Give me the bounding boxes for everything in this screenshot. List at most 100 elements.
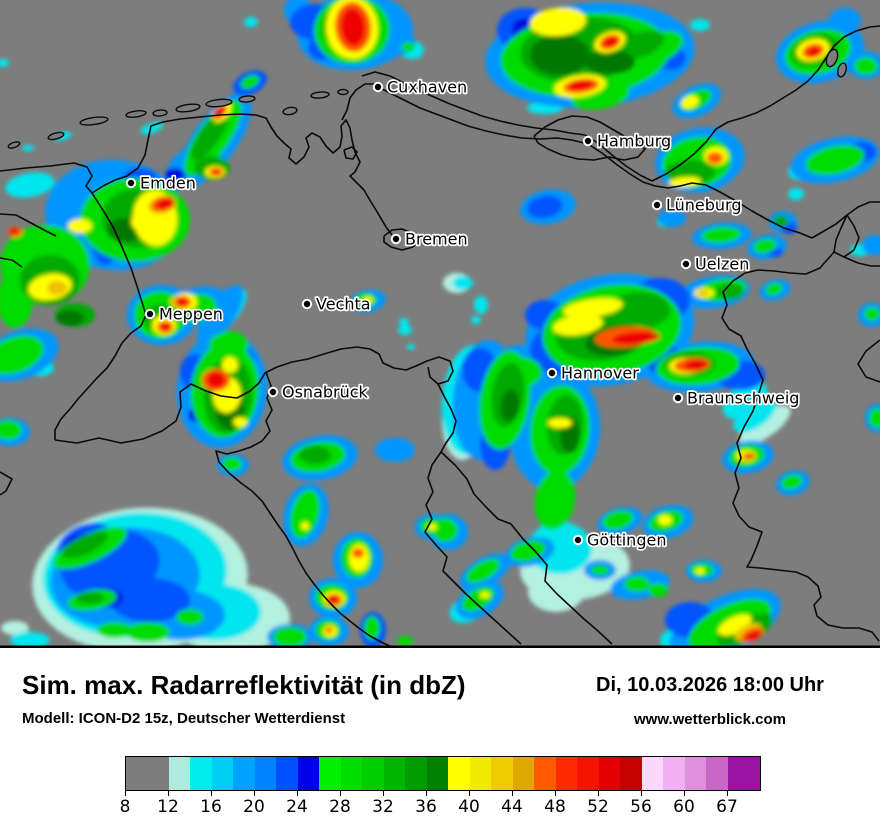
radar-cell: [273, 627, 307, 647]
island-shape: [310, 91, 330, 99]
radar-cell: [156, 198, 174, 210]
city-label: Bremen: [405, 230, 468, 249]
radar-cell: [161, 323, 171, 331]
radar-cell: [745, 453, 755, 459]
radar-cell: [669, 176, 701, 188]
legend-segment: [620, 757, 642, 790]
island-shape: [825, 48, 839, 68]
radar-cell: [563, 298, 623, 318]
radar-cell: [658, 209, 686, 227]
radar-cell: [569, 79, 593, 91]
radar-cell: [530, 7, 586, 37]
radar-cell: [854, 57, 878, 75]
radar-cell: [716, 284, 744, 300]
radar-cell: [432, 518, 458, 542]
legend-segment: [534, 757, 556, 790]
island-shape: [205, 98, 233, 108]
legend-tick-mark: [727, 790, 728, 796]
radar-cell: [244, 17, 258, 27]
radar-cell: [624, 576, 650, 592]
legend-segment: [512, 757, 535, 790]
radar-cell: [697, 290, 709, 296]
radar-cell: [126, 622, 170, 642]
city-label: Uelzen: [695, 255, 749, 274]
radar-cell: [612, 331, 660, 345]
radar-cell: [10, 228, 18, 234]
city-dot: [301, 298, 313, 310]
border-line: [215, 371, 393, 648]
border-line: [437, 383, 613, 645]
city-label: Cuxhaven: [387, 78, 467, 97]
legend-segment: [319, 757, 341, 790]
radar-cell: [534, 470, 576, 530]
border-line: [0, 471, 13, 496]
radar-cell: [0, 335, 44, 375]
legend-tick-mark: [297, 790, 298, 796]
radar-cell: [375, 438, 415, 462]
radar-cell: [684, 359, 708, 371]
radar-cell: [864, 307, 880, 321]
radar-cell: [788, 188, 804, 200]
radar-cell: [500, 389, 520, 421]
legend-colorbar: [125, 756, 761, 791]
city-markers: Cuxhaven Hamburg Emden Lüneburg Bremen Uelzen…: [125, 76, 801, 551]
island-shape: [47, 131, 65, 141]
legend-tick-mark: [211, 790, 212, 796]
website-label: www.wetterblick.com: [634, 711, 786, 728]
radar-cell: [527, 195, 563, 219]
legend-segment: [276, 757, 298, 790]
radar-cell: [591, 565, 609, 575]
city-dot: [144, 308, 156, 320]
radar-cell: [110, 578, 190, 622]
city-dot: [125, 177, 137, 189]
legend-tick-label: 56: [630, 797, 652, 817]
radar-cell: [805, 144, 865, 176]
radar-cell: [427, 524, 437, 530]
radar-cell: [453, 276, 473, 290]
radar-cell: [681, 95, 699, 109]
radar-cell: [610, 292, 670, 328]
legend-tick-label: 60: [673, 797, 695, 817]
border-line: [533, 115, 646, 161]
radar-cell: [10, 632, 50, 648]
radar-cell: [616, 30, 664, 60]
border-line: [857, 339, 880, 383]
radar-cell: [140, 121, 164, 135]
radar-cell: [0, 59, 9, 67]
radar-map-canvas: Cuxhaven Hamburg Emden Lüneburg Bremen Uelzen…: [0, 0, 880, 648]
radar-cell: [781, 474, 803, 490]
city-label: Hamburg: [597, 132, 671, 151]
radar-cell: [62, 531, 108, 559]
radar-cell: [548, 418, 572, 428]
radar-cell: [352, 548, 364, 558]
city-dot: [390, 233, 402, 245]
radar-cell: [222, 357, 238, 373]
border-line: [843, 256, 880, 267]
radar-cell: [690, 19, 710, 31]
radar-cell: [465, 558, 501, 584]
legend-segment: [211, 757, 234, 790]
city-dot: [582, 135, 594, 147]
radar-cell: [707, 152, 723, 164]
legend-segment: [340, 757, 363, 790]
legend-segment: [663, 757, 685, 790]
legend-tick-mark: [340, 790, 341, 796]
border-line: [651, 25, 880, 182]
legend-segment: [426, 757, 449, 790]
radar-cell: [212, 169, 220, 175]
radar-cell: [658, 515, 672, 525]
legend-tick-mark: [469, 790, 470, 796]
radar-cell: [176, 609, 204, 625]
radar-layer-r: [10, 8, 821, 641]
city-dot: [546, 367, 558, 379]
radar-cell: [68, 219, 92, 233]
legend-segment: [469, 757, 492, 790]
page-title: Sim. max. Radarreflektivität (in dbZ): [22, 670, 466, 700]
legend-segment: [297, 757, 320, 790]
radar-cell: [739, 405, 791, 445]
radar-cell: [207, 372, 225, 388]
border-line: [54, 346, 454, 444]
radar-cell: [718, 614, 752, 636]
city-label: Braunschweig: [687, 389, 799, 408]
radar-cell: [97, 622, 133, 638]
